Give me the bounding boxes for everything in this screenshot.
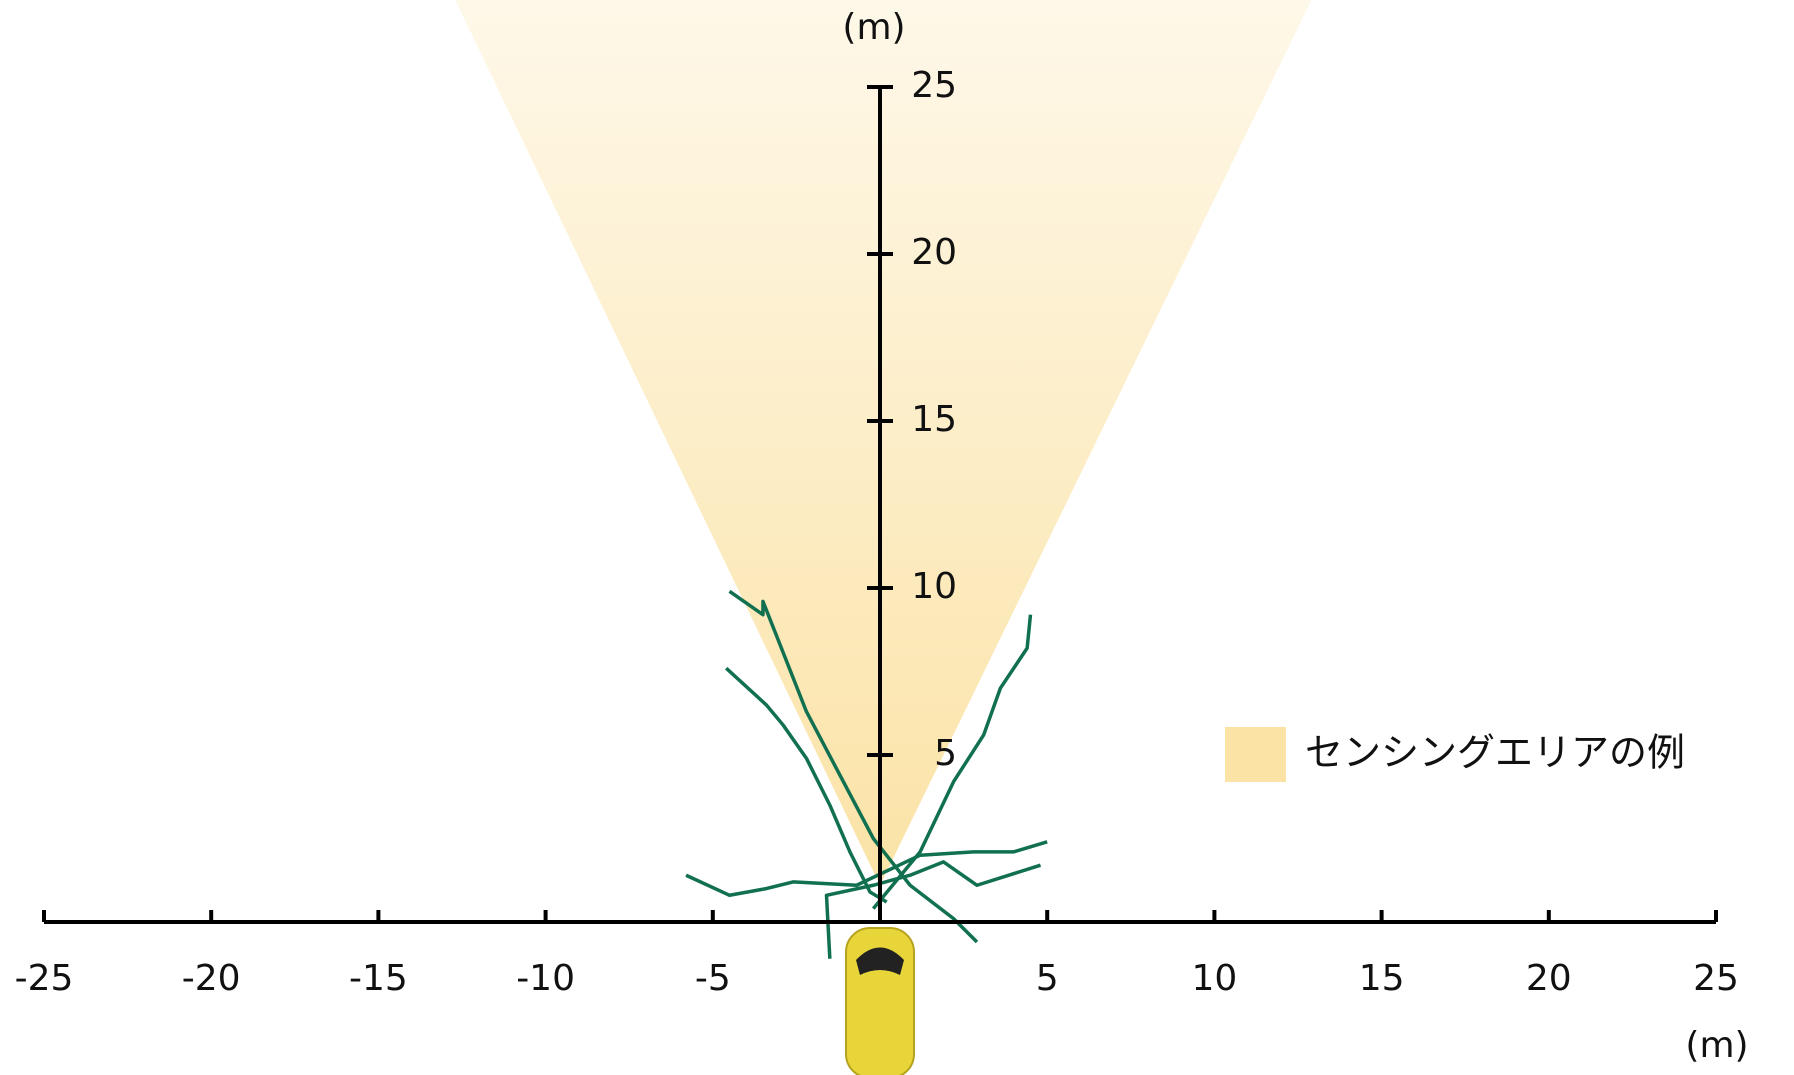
- x-tick-label: -25: [15, 958, 74, 999]
- x-axis-label: (m): [1685, 1025, 1748, 1066]
- car: [845, 927, 915, 1075]
- legend-label: センシングエリアの例: [1305, 731, 1685, 775]
- x-tick-label: 10: [1191, 958, 1237, 999]
- legend-swatch: [1225, 727, 1286, 782]
- y-tick-label: 5: [934, 733, 957, 774]
- x-tick-label: 25: [1693, 958, 1739, 999]
- y-tick-label: 15: [911, 399, 957, 440]
- x-tick-label: 15: [1359, 958, 1405, 999]
- x-tick-label: -15: [349, 958, 408, 999]
- sensing-area: [455, 0, 1312, 886]
- y-axis-label: (m): [842, 7, 905, 48]
- axis-layer: -25 -20 -15 -10 -5 5 10 15 20 25 5 10 15 20 25: [15, 65, 1739, 999]
- trajectory: [824, 860, 1042, 959]
- x-tick-label: -10: [516, 958, 575, 999]
- car-windshield: [856, 947, 904, 975]
- trajectory: [685, 840, 1048, 898]
- x-tick-label: -20: [182, 958, 241, 999]
- x-tick-label: 20: [1526, 958, 1572, 999]
- x-tick-label: 5: [1036, 958, 1059, 999]
- y-tick-label: 25: [911, 65, 957, 106]
- x-tick-label: -5: [695, 958, 731, 999]
- line-layer: [685, 589, 1048, 959]
- trajectory: [871, 614, 1033, 910]
- y-tick-label: 20: [911, 232, 957, 273]
- trajectory: [728, 589, 979, 944]
- y-tick-label: 10: [911, 566, 957, 607]
- area-layer: [455, 0, 1312, 886]
